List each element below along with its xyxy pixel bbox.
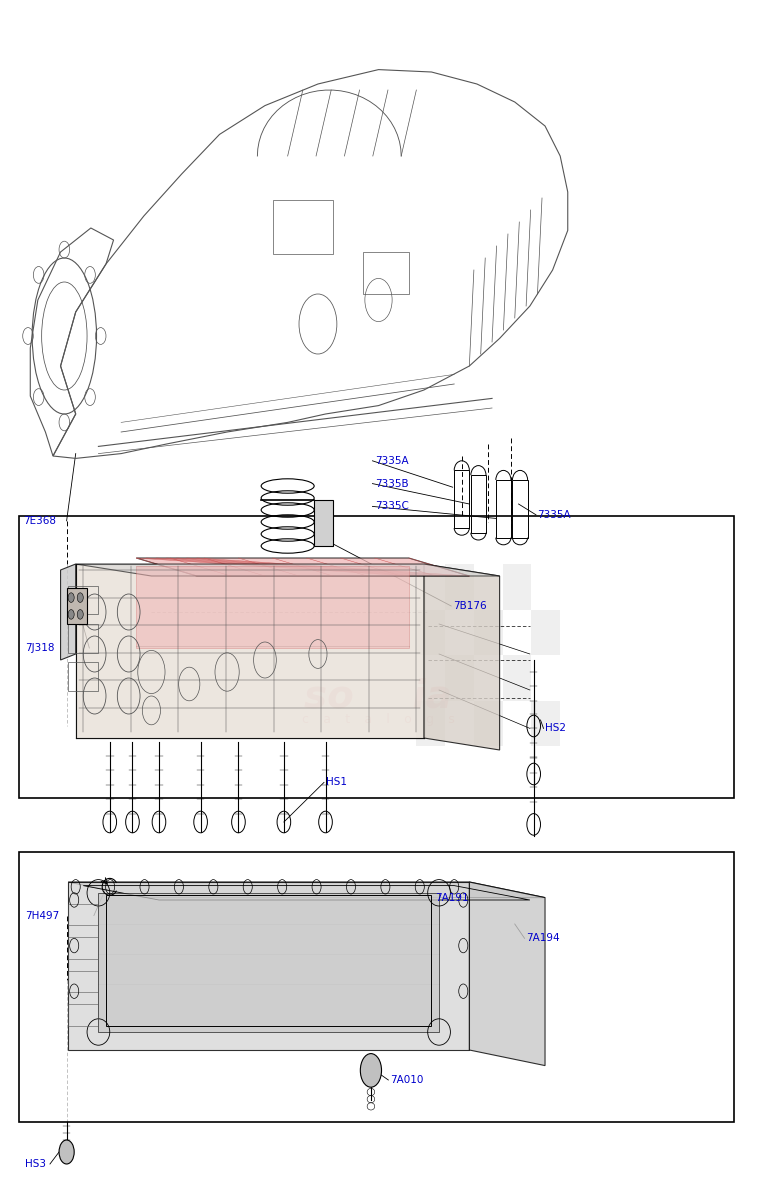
Bar bbox=[445, 564, 474, 610]
Text: 7J318: 7J318 bbox=[25, 643, 55, 653]
Circle shape bbox=[77, 593, 83, 602]
Text: HS1: HS1 bbox=[326, 778, 347, 787]
Text: 7335C: 7335C bbox=[375, 502, 409, 511]
Bar bbox=[68, 624, 98, 653]
Bar bbox=[474, 610, 503, 655]
Bar bbox=[68, 662, 98, 691]
Bar bbox=[314, 500, 333, 546]
Bar bbox=[273, 200, 333, 254]
Polygon shape bbox=[136, 558, 469, 576]
Text: 7335A: 7335A bbox=[537, 510, 571, 520]
Bar bbox=[416, 610, 445, 655]
Text: c   a   t   a   l   o   g   s: c a t a l o g s bbox=[302, 714, 455, 726]
Text: HS3: HS3 bbox=[25, 1159, 46, 1169]
Circle shape bbox=[360, 1054, 382, 1087]
Bar bbox=[454, 470, 469, 528]
Circle shape bbox=[59, 1140, 74, 1164]
Polygon shape bbox=[67, 588, 87, 624]
Text: 7H497: 7H497 bbox=[25, 911, 59, 920]
Bar bbox=[416, 701, 445, 746]
Text: HS2: HS2 bbox=[545, 724, 566, 733]
Bar bbox=[503, 564, 531, 610]
Bar bbox=[512, 480, 528, 538]
Text: 7A010: 7A010 bbox=[390, 1075, 423, 1085]
Text: so   ia: so ia bbox=[304, 677, 453, 715]
Bar bbox=[68, 971, 98, 992]
Text: 7335B: 7335B bbox=[375, 479, 408, 488]
Circle shape bbox=[68, 593, 74, 602]
Bar bbox=[531, 701, 560, 746]
Polygon shape bbox=[424, 564, 500, 750]
Circle shape bbox=[77, 610, 83, 619]
Polygon shape bbox=[98, 893, 439, 1032]
Polygon shape bbox=[61, 564, 76, 660]
Text: 7A194: 7A194 bbox=[526, 934, 559, 943]
Polygon shape bbox=[68, 882, 469, 1050]
Text: 7A191: 7A191 bbox=[435, 893, 469, 902]
Polygon shape bbox=[136, 566, 409, 648]
Bar bbox=[68, 937, 98, 959]
Bar bbox=[68, 904, 98, 925]
Bar bbox=[531, 610, 560, 655]
Bar bbox=[68, 586, 98, 614]
Text: 7B176: 7B176 bbox=[453, 601, 486, 611]
Polygon shape bbox=[76, 564, 500, 576]
Bar bbox=[474, 701, 503, 746]
Bar bbox=[471, 475, 486, 533]
Polygon shape bbox=[76, 564, 424, 738]
Bar bbox=[363, 252, 409, 294]
Circle shape bbox=[68, 610, 74, 619]
Bar bbox=[19, 516, 734, 798]
Bar bbox=[503, 655, 531, 701]
Bar bbox=[68, 1004, 98, 1026]
Bar bbox=[19, 852, 734, 1122]
Text: 7335A: 7335A bbox=[375, 456, 408, 466]
Polygon shape bbox=[68, 882, 545, 898]
Text: 7E368: 7E368 bbox=[23, 516, 56, 526]
Polygon shape bbox=[469, 882, 545, 1066]
Bar bbox=[445, 655, 474, 701]
Bar bbox=[496, 480, 511, 538]
